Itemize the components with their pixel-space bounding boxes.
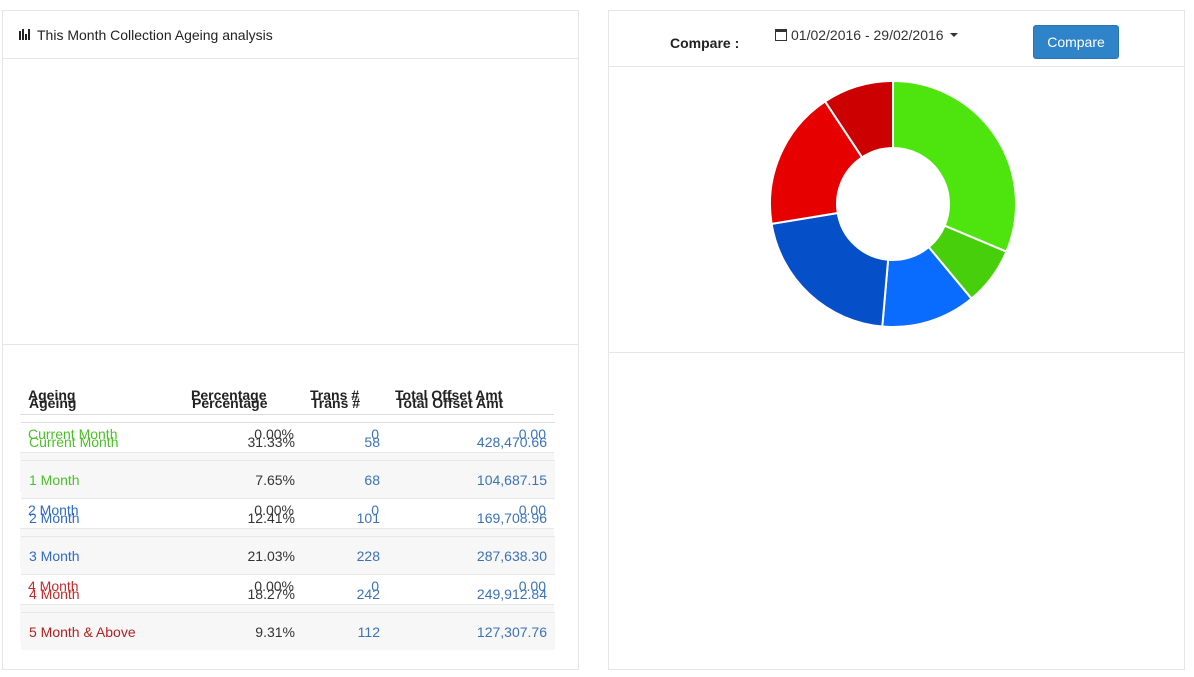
ageing-label: 3 Month bbox=[21, 536, 184, 575]
trans-count: 68 bbox=[303, 460, 388, 499]
ageing-label: 4 Month bbox=[21, 574, 184, 613]
table-row: 4 Month 18.27% 242 249,912.84 bbox=[21, 574, 555, 613]
caret-down-icon bbox=[949, 33, 958, 37]
right-panel: Compare : 01/02/2016 - 29/02/2016 Compar… bbox=[608, 10, 1185, 670]
donut-slice-5-month-above[interactable] bbox=[823, 79, 894, 159]
donut-slice-4-month[interactable] bbox=[769, 100, 864, 226]
trans-count: 228 bbox=[303, 536, 388, 575]
right-ageing-table: Ageing Percentage Trans # Total Offset A… bbox=[21, 384, 555, 650]
total-offset-amount: 428,470.66 bbox=[388, 422, 555, 461]
percentage-value: 12.41% bbox=[184, 498, 303, 537]
bar-chart-icon bbox=[19, 29, 31, 40]
table-header-row: Ageing Percentage Trans # Total Offset A… bbox=[21, 384, 555, 423]
percentage-value: 21.03% bbox=[184, 536, 303, 575]
left-chart-area bbox=[3, 59, 578, 345]
col-trans: Trans # bbox=[303, 384, 388, 423]
date-range-picker[interactable]: 01/02/2016 - 29/02/2016 bbox=[775, 27, 958, 43]
table-row: 3 Month 21.03% 228 287,638.30 bbox=[21, 536, 555, 575]
col-ageing: Ageing bbox=[21, 384, 184, 423]
compare-label: Compare : bbox=[670, 35, 740, 51]
trans-count: 58 bbox=[303, 422, 388, 461]
trans-count: 242 bbox=[303, 574, 388, 613]
left-panel-title: This Month Collection Ageing analysis bbox=[37, 26, 273, 43]
col-total-offset: Total Offset Amt bbox=[388, 384, 555, 423]
donut-chart bbox=[769, 79, 1017, 328]
col-percentage: Percentage bbox=[184, 384, 303, 423]
total-offset-amount: 169,708.96 bbox=[388, 498, 555, 537]
compare-button[interactable]: Compare bbox=[1033, 25, 1119, 59]
percentage-value: 9.31% bbox=[184, 612, 303, 650]
table-row: Current Month 31.33% 58 428,470.66 bbox=[21, 422, 555, 461]
donut-slice-current-month[interactable] bbox=[892, 79, 1017, 253]
table-row: 2 Month 12.41% 101 169,708.96 bbox=[21, 498, 555, 537]
ageing-label: 1 Month bbox=[21, 460, 184, 499]
percentage-value: 31.33% bbox=[184, 422, 303, 461]
calendar-icon bbox=[775, 29, 787, 41]
ageing-label: Current Month bbox=[21, 422, 184, 461]
table-row: 1 Month 7.65% 68 104,687.15 bbox=[21, 460, 555, 499]
left-panel-header: This Month Collection Ageing analysis bbox=[3, 11, 578, 59]
date-range-value: 01/02/2016 - 29/02/2016 bbox=[791, 27, 944, 43]
total-offset-amount: 127,307.76 bbox=[388, 612, 555, 650]
table-row: 5 Month & Above 9.31% 112 127,307.76 bbox=[21, 612, 555, 650]
trans-count: 101 bbox=[303, 498, 388, 537]
trans-count: 112 bbox=[303, 612, 388, 650]
total-offset-amount: 249,912.84 bbox=[388, 574, 555, 613]
total-offset-amount: 104,687.15 bbox=[388, 460, 555, 499]
percentage-value: 18.27% bbox=[184, 574, 303, 613]
ageing-label: 5 Month & Above bbox=[21, 612, 184, 650]
donut-slice-3-month[interactable] bbox=[770, 211, 890, 328]
donut-chart-area bbox=[609, 67, 1184, 353]
compare-header: Compare : 01/02/2016 - 29/02/2016 Compar… bbox=[609, 11, 1184, 67]
ageing-label: 2 Month bbox=[21, 498, 184, 537]
total-offset-amount: 287,638.30 bbox=[388, 536, 555, 575]
percentage-value: 7.65% bbox=[184, 460, 303, 499]
